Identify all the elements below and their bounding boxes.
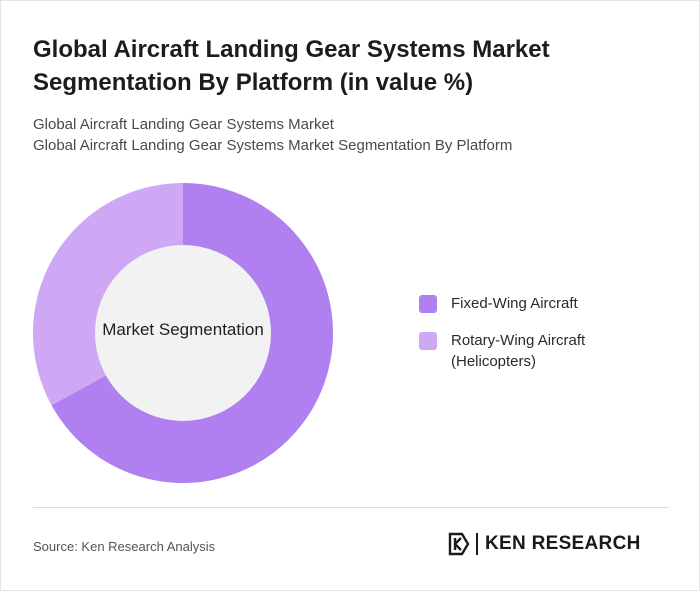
footer-divider [33,507,669,508]
legend-label-rotary-wing: Rotary-Wing Aircraft (Helicopters) [451,332,586,370]
source-note: Source: Ken Research Analysis [33,539,216,554]
chart-subtitle: Global Aircraft Landing Gear Systems Mar… [33,114,673,156]
legend-item-rotary-wing: Rotary-Wing Aircraft (Helicopters) [419,330,679,372]
ken-research-logo: KEN RESEARCH [448,531,641,557]
subtitle-line-1: Global Aircraft Landing Gear Systems Mar… [33,116,334,133]
legend-swatch-fixed-wing [419,295,437,313]
logo-separator [476,533,478,555]
legend-swatch-rotary-wing [419,332,437,350]
chart-title: Global Aircraft Landing Gear Systems Mar… [33,36,550,96]
donut-center-label: Market Segmentation [102,320,264,339]
ken-research-logo-icon [448,532,470,556]
donut-hole [95,245,271,421]
chart-legend: Fixed-Wing Aircraft Rotary-Wing Aircraft… [419,293,679,388]
legend-item-fixed-wing: Fixed-Wing Aircraft [419,293,679,314]
legend-label-fixed-wing: Fixed-Wing Aircraft [451,295,578,312]
logo-text: KEN RESEARCH [485,533,641,554]
subtitle-line-2: Global Aircraft Landing Gear Systems Mar… [33,137,513,154]
donut-chart [33,183,334,483]
